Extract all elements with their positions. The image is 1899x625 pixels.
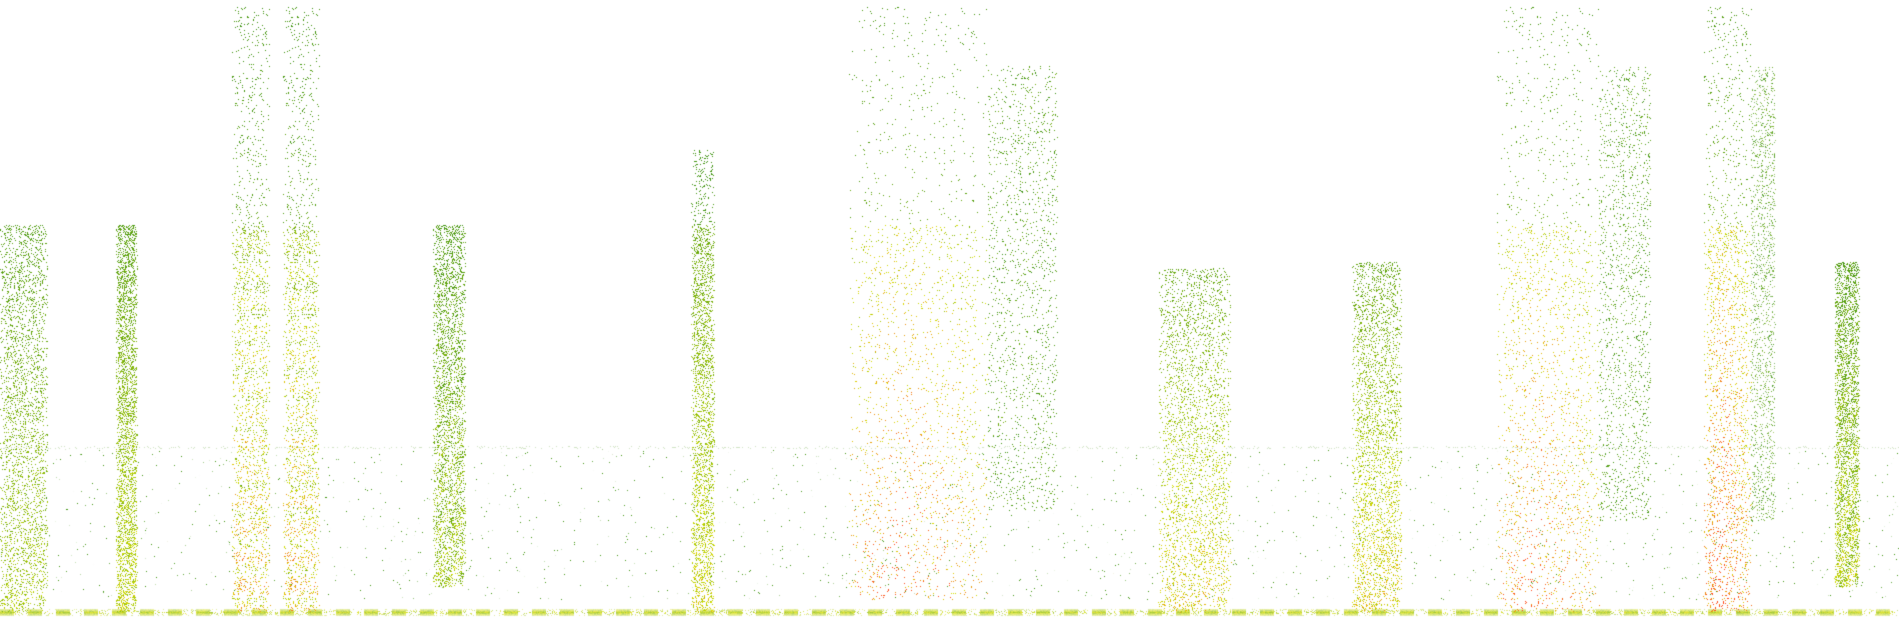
spectrogram-canvas (0, 0, 1899, 625)
spectrogram-image (0, 0, 1899, 625)
